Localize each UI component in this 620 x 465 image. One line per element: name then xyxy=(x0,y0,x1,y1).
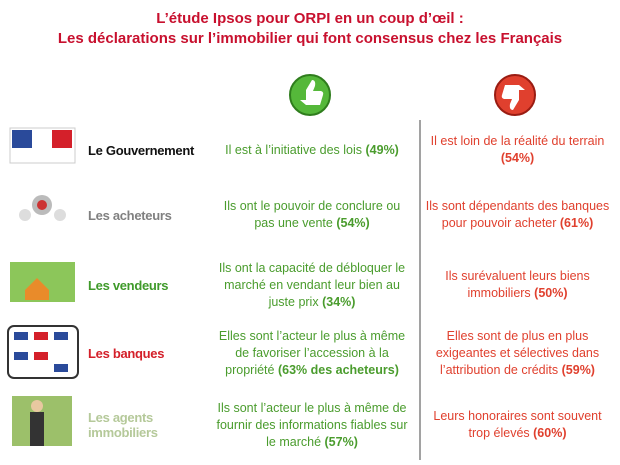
statement-body: Leurs honoraires sont souvent trop élevé… xyxy=(425,408,610,442)
positive-statement: Elles sont l’acteur le plus à même de fa… xyxy=(212,318,412,388)
negative-statement: Elles sont de plus en plus exigeantes et… xyxy=(425,318,610,388)
negative-statement: Il est loin de la réalité du terrain (54… xyxy=(425,115,610,185)
statement-text: Elles sont l’acteur le plus à même de fa… xyxy=(218,328,406,377)
positive-statement: Il est à l’initiative des lois (49%) xyxy=(212,115,412,185)
positive-statement: Ils ont la capacité de débloquer le marc… xyxy=(212,250,412,320)
negative-statement: Leurs honoraires sont souvent trop élevé… xyxy=(425,390,610,460)
statement-text: Ils sont l’acteur le plus à même de four… xyxy=(216,400,408,449)
statement-body: Ils surévaluent leurs biens immobiliers … xyxy=(425,268,610,302)
statement-stat: (60%) xyxy=(533,426,567,440)
statement-stat: (61%) xyxy=(559,216,594,230)
statement-text: Il est loin de la réalité du terrain xyxy=(430,134,605,148)
negative-statement: Ils sont dépendants des banques pour pou… xyxy=(425,180,610,250)
statement-stat: (57%) xyxy=(324,434,358,449)
row-label: Le Gouvernement xyxy=(88,142,195,158)
statement-stat: (34%) xyxy=(322,294,356,309)
statement-text: Ils sont dépendants des banques pour pou… xyxy=(425,199,610,230)
statement-stat: (54%) xyxy=(500,151,535,165)
statement-body: Ils ont le pouvoir de conclure ou pas un… xyxy=(212,198,412,232)
statement-stat: (59%) xyxy=(561,362,595,377)
positive-statement: Ils ont le pouvoir de conclure ou pas un… xyxy=(212,180,412,250)
statement-text: Elles sont de plus en plus exigeantes et… xyxy=(435,328,600,377)
statement-body: Il est loin de la réalité du terrain (54… xyxy=(425,133,610,167)
negative-statement: Ils surévaluent leurs biens immobiliers … xyxy=(425,250,610,320)
statement-stat: (63% des acheteurs) xyxy=(277,362,399,377)
statement-stat: (54%) xyxy=(336,216,370,230)
icon-gov xyxy=(9,127,76,164)
statement-text: Ils surévaluent leurs biens immobiliers xyxy=(445,269,590,300)
icon-banks xyxy=(7,325,79,379)
title: L’étude Ipsos pour ORPI en un coup d’œil… xyxy=(156,10,464,27)
positive-statement: Ils sont l’acteur le plus à même de four… xyxy=(212,390,412,460)
row-label: Les vendeurs xyxy=(88,277,169,293)
statement-text: Ils ont la capacité de débloquer le marc… xyxy=(218,260,406,309)
statement-body: Elles sont l’acteur le plus à même de fa… xyxy=(212,328,412,379)
icon-sellers xyxy=(10,262,75,302)
row-label: Les acheteurs xyxy=(88,207,172,223)
statement-stat: (49%) xyxy=(365,142,399,157)
statement-body: Ils sont l’acteur le plus à même de four… xyxy=(212,400,412,451)
statement-body: Ils sont dépendants des banques pour pou… xyxy=(425,198,610,232)
icon-agents xyxy=(12,396,72,446)
statement-body: Il est à l’initiative des lois (49%) xyxy=(225,142,399,159)
statement-text: Il est à l’initiative des lois xyxy=(225,142,363,157)
row-label: Les banques xyxy=(88,345,165,361)
icon-buyers xyxy=(19,195,66,221)
statement-body: Ils ont la capacité de débloquer le marc… xyxy=(212,260,412,311)
row-label: Les agents immobiliers xyxy=(88,410,158,440)
statement-body: Elles sont de plus en plus exigeantes et… xyxy=(425,328,610,379)
subtitle: Les déclarations sur l’immobilier qui fo… xyxy=(57,30,563,47)
thumb-up xyxy=(300,80,324,105)
thumb-down xyxy=(501,85,525,110)
statement-stat: (50%) xyxy=(534,286,568,300)
statement-text: Leurs honoraires sont souvent trop élevé… xyxy=(433,409,602,440)
statement-text: Ils ont le pouvoir de conclure ou pas un… xyxy=(223,199,401,230)
